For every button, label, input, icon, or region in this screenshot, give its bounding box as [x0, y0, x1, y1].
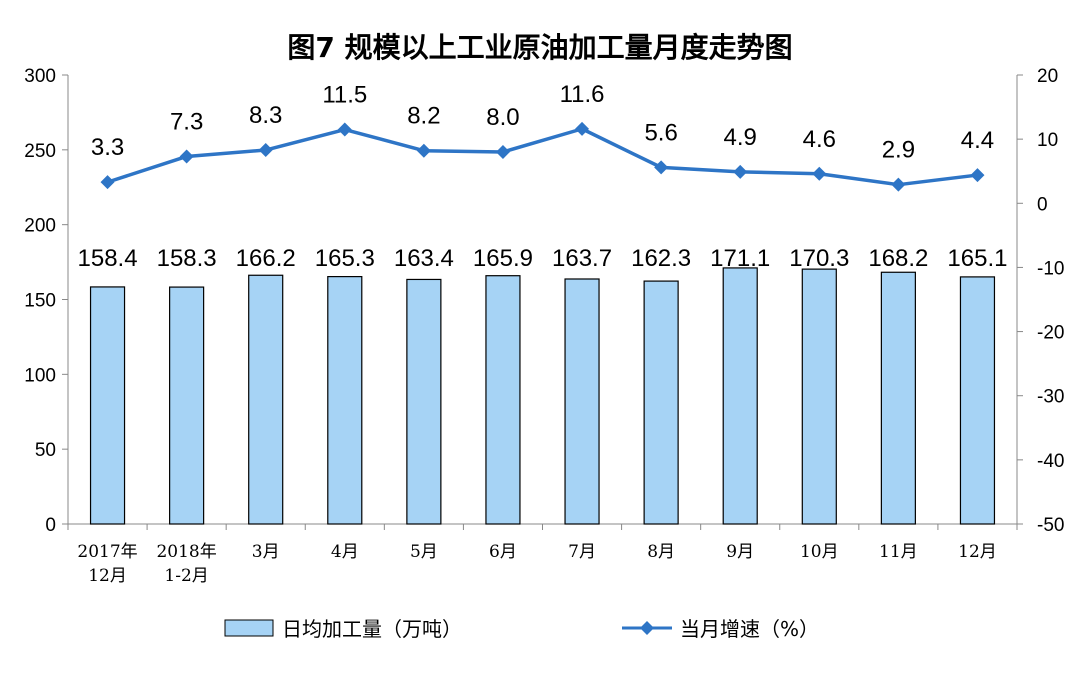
- bar-value-label: 158.3: [157, 245, 217, 272]
- line-point-marker: [258, 143, 273, 158]
- bar: [89, 286, 126, 525]
- bar: [406, 278, 442, 525]
- right-tick-label: -40: [1037, 451, 1064, 472]
- left-tick-label: 150: [24, 291, 56, 312]
- x-tick-label: 1-2月: [164, 566, 208, 586]
- line-value-label: 7.3: [170, 108, 203, 135]
- bar-series: 158.4 158.3 166.2 165.3 163.4 165.9 163.7 162.3…: [78, 245, 1007, 525]
- right-y-axis: -50 -40 -30 -20 -10 0 10 20: [1016, 66, 1064, 536]
- line-point-marker: [812, 166, 827, 181]
- line-point-marker: [100, 175, 115, 190]
- bar: [643, 280, 679, 525]
- bar: [959, 276, 996, 525]
- right-tick-label: 20: [1037, 66, 1058, 87]
- bar: [564, 278, 600, 525]
- line-point-marker: [575, 121, 590, 136]
- line-point-marker: [495, 144, 510, 159]
- bar-value-label: 165.1: [947, 245, 1007, 272]
- x-tick-label: 12月: [958, 542, 997, 562]
- line-value-label: 4.4: [961, 127, 994, 154]
- bar: [248, 274, 284, 525]
- right-tick-label: -20: [1037, 323, 1064, 344]
- right-tick-label: 10: [1037, 130, 1058, 151]
- x-tick-label: 8月: [647, 542, 675, 562]
- line-value-label: 2.9: [882, 137, 915, 164]
- bar-value-label: 165.3: [315, 245, 375, 272]
- right-tick-label: -30: [1037, 387, 1064, 408]
- bar-value-label: 162.3: [631, 245, 691, 272]
- x-tick-label: 9月: [726, 542, 754, 562]
- bar-value-label: 171.1: [710, 245, 770, 272]
- line-point-marker: [416, 143, 431, 158]
- bar-value-label: 168.2: [868, 245, 928, 272]
- line-value-label: 8.3: [249, 102, 282, 129]
- line-point-marker: [733, 164, 748, 179]
- x-tick-label: 2018年: [156, 542, 216, 562]
- left-tick-label: 100: [24, 365, 56, 386]
- bar-value-label: 163.4: [394, 245, 454, 272]
- right-tick-label: 0: [1037, 194, 1048, 215]
- chart-title: 图7 规模以上工业原油加工量月度走势图: [287, 31, 792, 64]
- line-value-label: 4.6: [803, 126, 836, 153]
- bar: [485, 275, 521, 525]
- x-tick-label: 3月: [252, 542, 280, 562]
- legend-line-marker: [640, 621, 654, 635]
- x-tick-label: 10月: [800, 542, 839, 562]
- bar: [722, 267, 758, 525]
- line-value-label: 11.6: [560, 81, 605, 108]
- line-value-label: 5.6: [644, 119, 677, 146]
- line-point-marker: [179, 149, 194, 164]
- left-tick-label: 300: [24, 66, 56, 87]
- bar-value-label: 163.7: [552, 245, 612, 272]
- line-point-marker: [970, 168, 985, 183]
- line-point-marker: [891, 177, 906, 192]
- legend-bar-swatch: [224, 619, 274, 637]
- legend: 日均加工量（万吨） 当月增速（%）: [224, 617, 819, 641]
- line-point-marker: [654, 160, 669, 175]
- x-tick-label: 11月: [879, 542, 918, 562]
- line-value-label: 8.0: [486, 104, 519, 131]
- x-tick-label: 2017年: [77, 542, 137, 562]
- bar-value-label: 165.9: [473, 245, 533, 272]
- bar-value-label: 166.2: [236, 245, 296, 272]
- right-tick-label: -10: [1037, 258, 1064, 279]
- left-y-axis: 0 50 100 150 200 250 300: [24, 66, 69, 536]
- legend-bar-label: 日均加工量（万吨）: [282, 617, 462, 641]
- x-tick-label: 4月: [331, 542, 359, 562]
- line-value-label: 11.5: [322, 82, 367, 109]
- x-tick-label: 6月: [489, 542, 517, 562]
- x-tick-label: 7月: [568, 542, 596, 562]
- left-tick-label: 0: [45, 515, 56, 536]
- legend-line-label: 当月增速（%）: [680, 617, 819, 641]
- line-value-label: 8.2: [407, 103, 440, 130]
- x-tick-label: 5月: [410, 542, 438, 562]
- left-tick-label: 250: [24, 141, 56, 162]
- line-series: 3.3 7.3 8.3 11.5 8.2 8.0 11.6 5.6 4.9 4.6 2.9 4.4: [91, 81, 994, 192]
- x-tick-label: 12月: [88, 566, 127, 586]
- bar-value-label: 170.3: [789, 245, 849, 272]
- line-value-label: 3.3: [91, 134, 124, 161]
- left-tick-label: 200: [24, 216, 56, 237]
- bar: [169, 286, 205, 525]
- growth-line: [107, 127, 978, 187]
- x-axis: 2017年 12月 2018年 1-2月 3月 4月 5月 6月 7月 8月 9月 10月 11月 12月: [67, 523, 1018, 586]
- bar: [327, 276, 363, 525]
- line-point-marker: [337, 122, 352, 137]
- bar: [880, 271, 916, 525]
- bar: [801, 268, 837, 525]
- bar-value-label: 158.4: [78, 245, 138, 272]
- left-tick-label: 50: [35, 440, 56, 461]
- right-tick-label: -50: [1037, 515, 1064, 536]
- line-value-label: 4.9: [724, 124, 757, 151]
